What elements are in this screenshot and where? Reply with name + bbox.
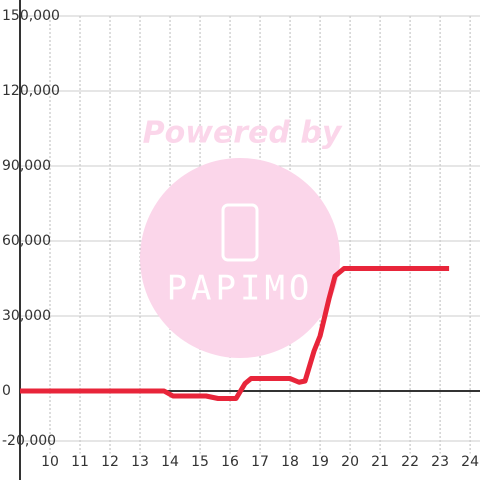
watermark-text: Powered by xyxy=(143,116,343,151)
x-tick-label: 21 xyxy=(371,454,389,470)
x-tick-label: 11 xyxy=(71,454,89,470)
y-tick-label: 0 xyxy=(2,383,11,399)
x-tick-label: 19 xyxy=(311,454,329,470)
x-tick-label: 24 xyxy=(461,454,479,470)
y-tick-label: 60,000 xyxy=(2,233,51,249)
y-tick-label: 150,000 xyxy=(2,8,60,24)
x-tick-label: 16 xyxy=(221,454,239,470)
x-tick-label: 18 xyxy=(281,454,299,470)
x-tick-label: 14 xyxy=(161,454,179,470)
watermark-logo: PAPIMO xyxy=(167,269,314,309)
x-tick-label: 22 xyxy=(401,454,419,470)
y-tick-label: -20,000 xyxy=(2,433,56,449)
x-tick-label: 20 xyxy=(341,454,359,470)
y-tick-label: 120,000 xyxy=(2,83,60,99)
y-tick-label: 90,000 xyxy=(2,158,51,174)
x-tick-label: 10 xyxy=(41,454,59,470)
x-tick-label: 23 xyxy=(431,454,449,470)
x-tick-label: 17 xyxy=(251,454,269,470)
line xyxy=(20,266,450,401)
y-tick-label: 30,000 xyxy=(2,308,51,324)
x-tick-label: 15 xyxy=(191,454,209,470)
watermark-circle xyxy=(140,158,340,358)
x-tick-label: 13 xyxy=(131,454,149,470)
x-tick-label: 12 xyxy=(101,454,119,470)
watermark-icon xyxy=(221,203,259,262)
